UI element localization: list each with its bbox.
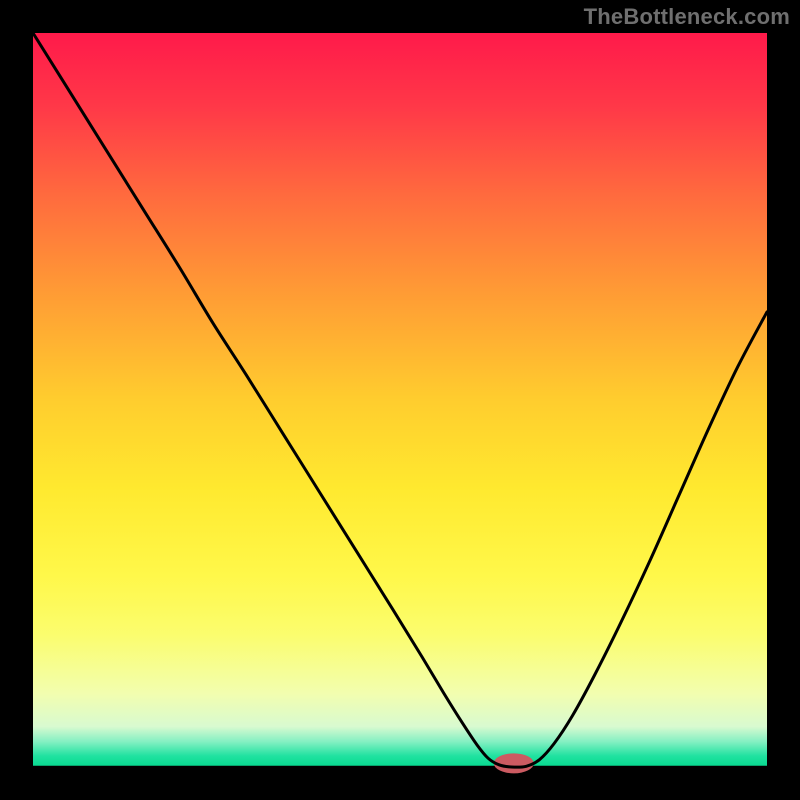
bottleneck-chart — [0, 0, 800, 800]
optimal-marker — [494, 753, 534, 773]
watermark-text: TheBottleneck.com — [584, 4, 790, 30]
chart-frame: TheBottleneck.com — [0, 0, 800, 800]
plot-background — [33, 33, 767, 767]
